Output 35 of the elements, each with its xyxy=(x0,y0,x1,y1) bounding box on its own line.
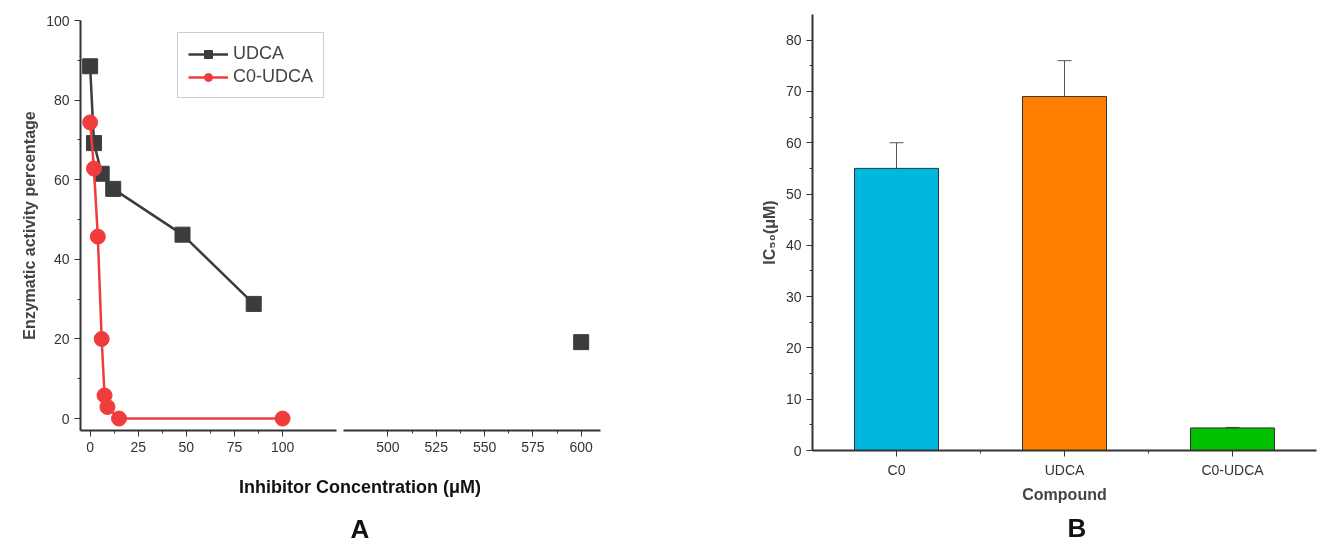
text: A xyxy=(350,512,370,546)
y-axis-title: IC₅₀(μM) xyxy=(760,200,778,265)
x-axis-title: Inhibitor Concentration (μM) xyxy=(239,476,481,499)
y-tick-label: 20 xyxy=(53,330,70,347)
x-tick-label: 100 xyxy=(270,438,295,455)
x-tick-label: UDCA xyxy=(1044,461,1085,478)
x-tick-label: C0 xyxy=(887,461,906,478)
x-tick-label: 600 xyxy=(569,438,594,455)
y-tick-label: 70 xyxy=(785,83,802,100)
x-tick-label: 575 xyxy=(521,438,545,455)
x-tick-label: 50 xyxy=(178,438,195,455)
x-tick-label: 525 xyxy=(424,438,449,455)
y-tick-label: 60 xyxy=(785,134,802,151)
x-tick-label: 550 xyxy=(472,438,497,455)
x-tick-label: 0 xyxy=(86,438,95,455)
y-axis-title: Enzymatic activity percentage xyxy=(21,111,39,340)
y-tick-label: 60 xyxy=(53,171,70,188)
text: B xyxy=(1067,512,1087,545)
y-tick-label: 40 xyxy=(53,251,70,268)
y-tick-label: 10 xyxy=(785,391,802,408)
x-tick-label: C0-UDCA xyxy=(1201,461,1265,478)
y-tick-label: 50 xyxy=(785,186,802,203)
y-tick-label: 0 xyxy=(61,410,70,427)
y-tick-label: 30 xyxy=(785,288,802,305)
legend-label: C0-UDCA xyxy=(232,66,313,87)
y-tick-label: 20 xyxy=(785,339,802,356)
y-tick-label: 100 xyxy=(46,12,70,29)
x-tick-label: 500 xyxy=(376,438,400,455)
y-tick-label: 80 xyxy=(785,32,802,49)
y-tick-label: 80 xyxy=(53,92,70,109)
legend-label: UDCA xyxy=(232,43,284,64)
y-tick-label: 40 xyxy=(785,237,802,254)
x-tick-label: 25 xyxy=(130,438,147,455)
x-tick-label: 75 xyxy=(226,438,243,455)
x-axis-title: Compound xyxy=(1022,485,1107,503)
